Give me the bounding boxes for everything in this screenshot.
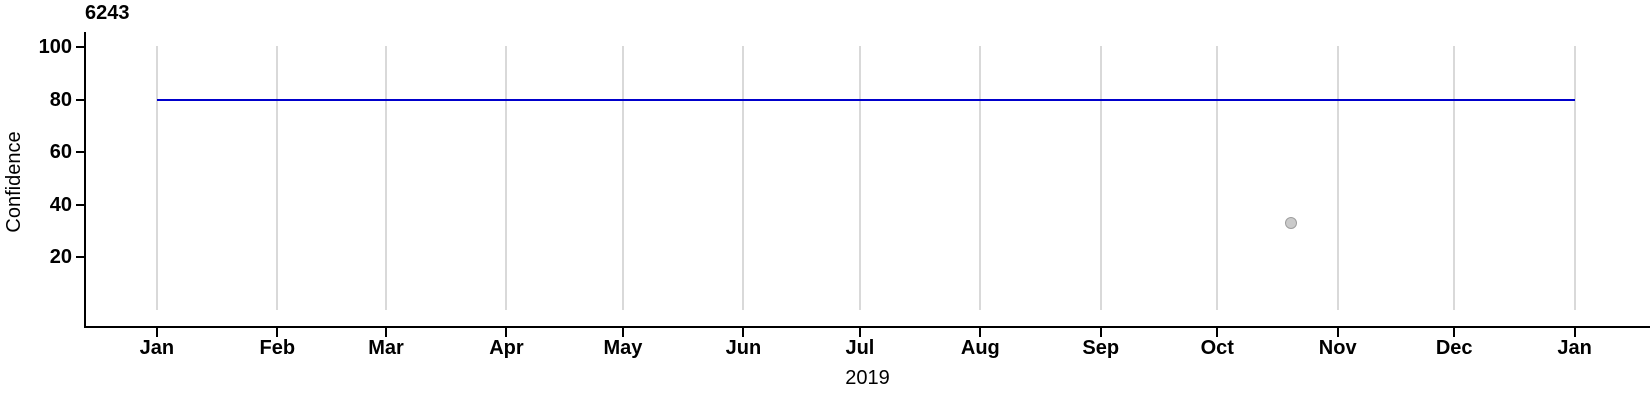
month-gridline xyxy=(742,46,745,310)
x-tick-label: Sep xyxy=(1082,337,1120,359)
x-tick-label: Aug xyxy=(960,337,1000,359)
data-point xyxy=(1285,217,1298,230)
month-gridline xyxy=(155,46,158,310)
month-gridline xyxy=(979,46,982,310)
x-tick-mark xyxy=(742,328,745,337)
month-gridline xyxy=(505,46,508,310)
x-axis-title: 2019 xyxy=(845,367,890,389)
x-tick-mark xyxy=(1453,328,1456,337)
x-tick-label: Dec xyxy=(1435,337,1473,359)
month-gridline xyxy=(276,46,279,310)
month-gridline xyxy=(621,46,624,310)
month-gridline xyxy=(858,46,861,310)
x-tick-label: Jun xyxy=(725,337,762,359)
x-tick-mark xyxy=(505,328,508,337)
y-tick-label: 20 xyxy=(49,246,72,269)
x-tick-mark xyxy=(155,328,158,337)
x-tick-mark xyxy=(979,328,982,337)
x-tick-label: Apr xyxy=(489,337,524,359)
confidence-line xyxy=(156,98,1575,101)
month-gridline xyxy=(1336,46,1339,310)
x-tick-label: Jul xyxy=(845,337,875,359)
y-tick-label: 40 xyxy=(49,193,72,216)
x-tick-mark xyxy=(1573,328,1576,337)
month-gridline xyxy=(385,46,388,310)
x-tick-label: Jan xyxy=(139,337,175,359)
y-tick-mark xyxy=(76,203,85,206)
x-tick-label: Jan xyxy=(1557,337,1592,359)
y-tick-label: 60 xyxy=(49,141,72,164)
x-tick-mark xyxy=(276,328,279,337)
month-gridline xyxy=(1099,46,1102,310)
x-tick-label: Nov xyxy=(1318,337,1357,359)
x-axis-line xyxy=(84,326,1650,328)
y-tick-label: 80 xyxy=(49,88,72,111)
x-tick-mark xyxy=(1099,328,1102,337)
y-axis-line xyxy=(84,32,86,328)
x-tick-label: Mar xyxy=(368,337,404,359)
x-tick-mark xyxy=(1216,328,1219,337)
y-tick-mark xyxy=(76,46,85,49)
y-tick-label: 100 xyxy=(38,36,72,59)
y-tick-mark xyxy=(76,256,85,259)
x-tick-label: Feb xyxy=(259,337,296,359)
y-tick-mark xyxy=(76,151,85,154)
x-tick-label: Oct xyxy=(1200,337,1234,359)
x-tick-mark xyxy=(385,328,388,337)
x-tick-mark xyxy=(1336,328,1339,337)
x-tick-label: May xyxy=(603,337,643,359)
x-tick-mark xyxy=(858,328,861,337)
month-gridline xyxy=(1453,46,1456,310)
y-tick-mark xyxy=(76,98,85,101)
month-gridline xyxy=(1216,46,1219,310)
chart-title: 6243 xyxy=(85,2,130,24)
x-tick-mark xyxy=(621,328,624,337)
month-gridline xyxy=(1573,46,1576,310)
